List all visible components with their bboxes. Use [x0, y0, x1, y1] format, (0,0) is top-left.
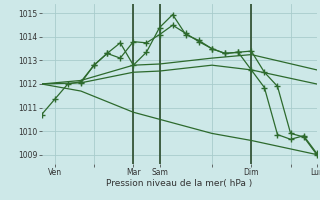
- X-axis label: Pression niveau de la mer( hPa ): Pression niveau de la mer( hPa ): [106, 179, 252, 188]
